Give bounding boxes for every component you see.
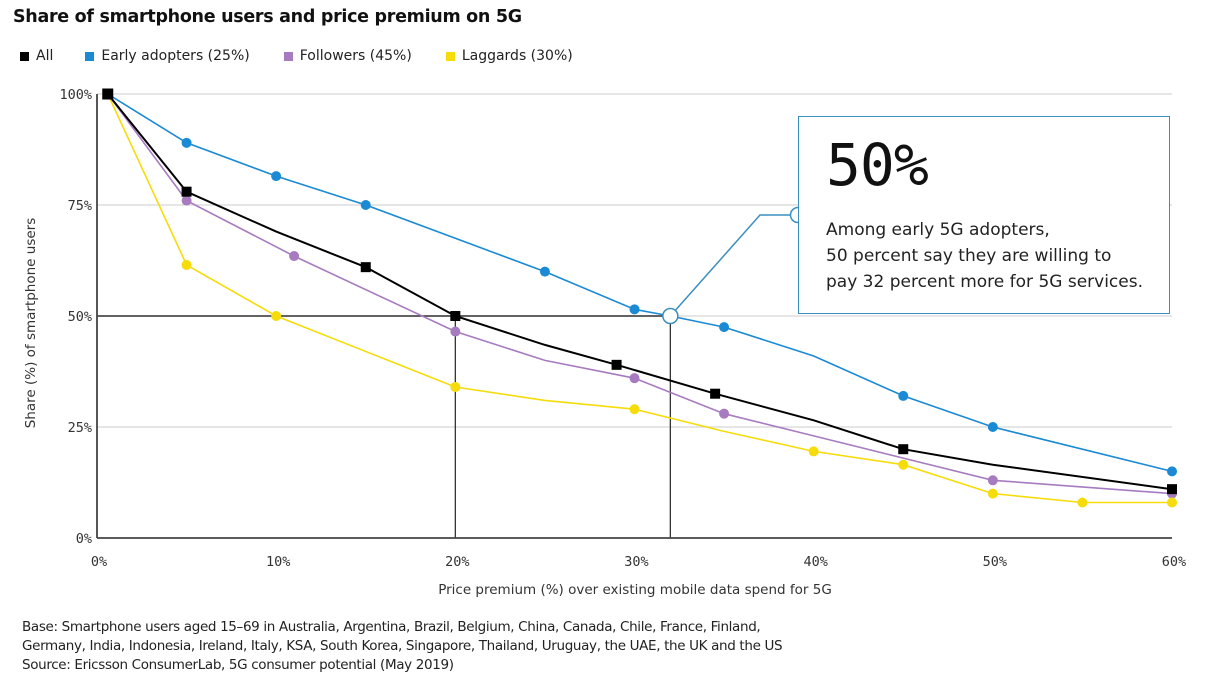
data-point-laggards: [1167, 497, 1177, 508]
data-point-all: [1167, 484, 1177, 495]
legend-swatch-early-adopters: [85, 51, 95, 61]
data-point-laggards: [808, 446, 819, 457]
x-tick-label: 0%: [91, 554, 107, 570]
data-point-all: [450, 311, 461, 321]
data-point-laggards: [271, 311, 282, 321]
callout-big-value: 50%: [826, 131, 929, 199]
data-point-all: [360, 262, 371, 273]
data-point-followers: [181, 195, 192, 206]
data-point-all: [611, 359, 622, 370]
y-tick-label: 75%: [68, 198, 92, 214]
callout-connector: [662, 206, 807, 325]
data-point-laggards: [987, 488, 998, 499]
data-point-all-origin: [102, 88, 114, 100]
y-tick-label: 0%: [76, 531, 92, 547]
legend-label: Followers (45%): [299, 48, 412, 64]
callout-anchor-marker: [662, 307, 679, 325]
legend-item-laggards: Laggards (30%): [445, 48, 573, 64]
callout-line: 50 percent say they are willing to: [826, 246, 1112, 266]
data-point-followers: [987, 475, 998, 486]
data-point-early-adopters: [181, 137, 192, 148]
chart-title: Share of smartphone users and price prem…: [13, 7, 522, 27]
data-point-early-adopters: [987, 422, 998, 432]
data-point-followers: [629, 373, 640, 384]
legend-swatch-followers: [283, 51, 293, 61]
tick-labels: 25% 50% 75% 100% 0% 0% 10% 20% 30% 40% 50% 60%: [59, 87, 1186, 570]
data-point-all: [710, 388, 721, 399]
footer-notes: Base: Smartphone users aged 15–69 in Aus…: [22, 618, 783, 675]
legend-item-all: All: [20, 48, 53, 64]
data-point-followers: [719, 408, 730, 419]
data-point-early-adopters: [719, 322, 730, 333]
legend-swatch-laggards: [445, 51, 455, 61]
callout-connector-line: [669, 214, 798, 317]
x-tick-label: 10%: [266, 554, 290, 570]
data-point-laggards: [181, 259, 192, 270]
legend-item-followers: Followers (45%): [283, 48, 412, 64]
data-point-all: [181, 186, 192, 197]
x-tick-label: 20%: [445, 554, 469, 570]
reference-lines: [97, 315, 671, 538]
data-point-early-adopters: [1167, 466, 1177, 477]
callout-text: Among early 5G adopters, 50 percent say …: [826, 217, 1143, 295]
data-point-early-adopters: [271, 171, 282, 182]
data-point-laggards: [629, 404, 640, 415]
x-axis-title: Price premium (%) over existing mobile d…: [438, 582, 832, 598]
x-tick-label: 60%: [1162, 554, 1186, 570]
footer-source: Source: Ericsson ConsumerLab, 5G consume…: [22, 657, 454, 673]
callout-box: 50% Among early 5G adopters, 50 percent …: [798, 116, 1170, 314]
y-tick-label: 25%: [68, 420, 92, 436]
callout-line: Among early 5G adopters,: [826, 220, 1050, 240]
data-point-all: [898, 444, 909, 455]
legend-item-early-adopters: Early adopters (25%): [85, 48, 250, 64]
legend-label: Early adopters (25%): [101, 48, 250, 64]
y-axis-title: Share (%) of smartphone users: [23, 218, 39, 429]
data-point-laggards: [898, 459, 909, 470]
series-line-all: [107, 93, 1173, 491]
legend-swatch-all: [20, 51, 29, 61]
footer-base-line-2: Germany, India, Indonesia, Ireland, Ital…: [22, 638, 783, 654]
data-point-early-adopters: [360, 200, 371, 210]
y-tick-label: 50%: [68, 309, 92, 325]
callout-line: pay 32 percent more for 5G services.: [826, 272, 1143, 292]
data-point-early-adopters: [629, 304, 640, 315]
data-point-early-adopters: [898, 390, 909, 401]
legend-label: Laggards (30%): [461, 48, 573, 64]
axes: [96, 94, 1172, 539]
data-point-laggards: [1077, 497, 1088, 508]
footer-base-line-1: Base: Smartphone users aged 15–69 in Aus…: [22, 619, 761, 635]
x-tick-label: 30%: [624, 554, 648, 570]
legend: All Early adopters (25%) Followers (45%)…: [20, 48, 605, 64]
legend-label: All: [36, 48, 54, 64]
data-point-followers: [289, 251, 300, 262]
x-tick-label: 40%: [803, 554, 827, 570]
series-line-laggards: [107, 93, 1172, 504]
x-tick-label: 50%: [983, 554, 1007, 570]
data-point-early-adopters: [539, 266, 550, 277]
y-tick-label: 100%: [59, 87, 92, 103]
series-group: [102, 88, 1177, 508]
data-point-followers: [450, 326, 461, 337]
data-point-laggards: [450, 382, 461, 393]
